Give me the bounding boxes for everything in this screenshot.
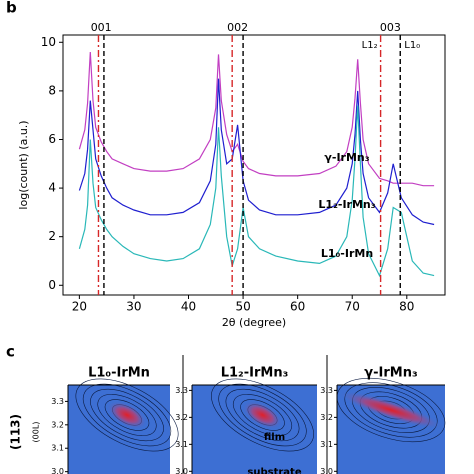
heatmap [336, 377, 446, 474]
contour [104, 399, 150, 431]
y-tick-label: 8 [48, 83, 56, 97]
plot-frame [62, 34, 446, 296]
hotspot [242, 400, 283, 430]
y-tick-label: 10 [41, 35, 56, 49]
y-tick-label: 0 [48, 278, 56, 292]
y-tick-label: 3.2 [175, 413, 188, 422]
peak-label: 001 [91, 21, 112, 34]
heatmap [192, 378, 317, 474]
series-line [78, 105, 435, 278]
series-label: L1₂-IrMn₃ [318, 198, 375, 211]
contour [97, 394, 157, 436]
x-tick-label: 80 [399, 300, 414, 314]
series-line [78, 51, 435, 187]
y-tick-label: 3.1 [51, 444, 64, 453]
hotspot [338, 390, 444, 430]
reference-label: L1₂ [362, 40, 378, 51]
peak-label: 003 [380, 21, 401, 34]
y-tick-label: 3.1 [175, 440, 188, 449]
series-line [78, 78, 435, 226]
series-label: L1₀-IrMn [321, 247, 373, 260]
annotation: substrate [247, 467, 301, 474]
y-tick-label: 3.0 [51, 467, 64, 474]
x-tick-label: 30 [126, 300, 141, 314]
y-axis-label: (113) [9, 414, 23, 450]
y-tick-label: 3.3 [175, 386, 188, 395]
contour [82, 383, 172, 447]
contour [90, 388, 164, 442]
map-title: γ-IrMn₃ [364, 366, 417, 381]
y-tick-label: 3.1 [320, 440, 333, 449]
x-tick-label: 40 [181, 300, 196, 314]
y-axis-label: (00L) [32, 422, 41, 443]
x-axis-label: 2θ (degree) [222, 316, 286, 329]
y-tick-label: 6 [48, 132, 56, 146]
y-tick-label: 3.2 [51, 420, 64, 429]
y-tick-label: 3.0 [320, 467, 333, 474]
hotspot [106, 400, 148, 430]
map-title: L1₀-IrMn [88, 366, 150, 381]
y-tick-label: 3.0 [175, 467, 188, 474]
contour [240, 399, 285, 431]
y-tick-label: 3.2 [320, 413, 333, 422]
reference-label: L1₀ [404, 40, 420, 51]
y-tick-label: 3.3 [320, 386, 333, 395]
contour [218, 383, 307, 447]
y-tick-label: 2 [48, 229, 56, 243]
contour [225, 388, 300, 442]
heatmap [68, 378, 179, 474]
annotation: film [264, 432, 285, 443]
panel-label: b [6, 0, 17, 17]
y-tick-label: 3.3 [51, 397, 64, 406]
y-tick-label: 4 [48, 181, 56, 195]
heatmap-background [192, 385, 317, 474]
series-label: γ-IrMn₃ [324, 151, 369, 164]
contour [75, 378, 179, 452]
x-tick-label: 20 [72, 300, 87, 314]
x-tick-label: 60 [290, 300, 305, 314]
peak-label: 002 [227, 21, 248, 34]
contour [336, 377, 446, 443]
map-title: L1₂-IrMn₃ [221, 366, 289, 381]
contour [211, 378, 314, 452]
y-axis-label: log(count) (a.u.) [17, 120, 30, 209]
panel-label: c [6, 343, 15, 361]
x-tick-label: 50 [235, 300, 250, 314]
contour [232, 394, 293, 436]
x-tick-label: 70 [345, 300, 360, 314]
